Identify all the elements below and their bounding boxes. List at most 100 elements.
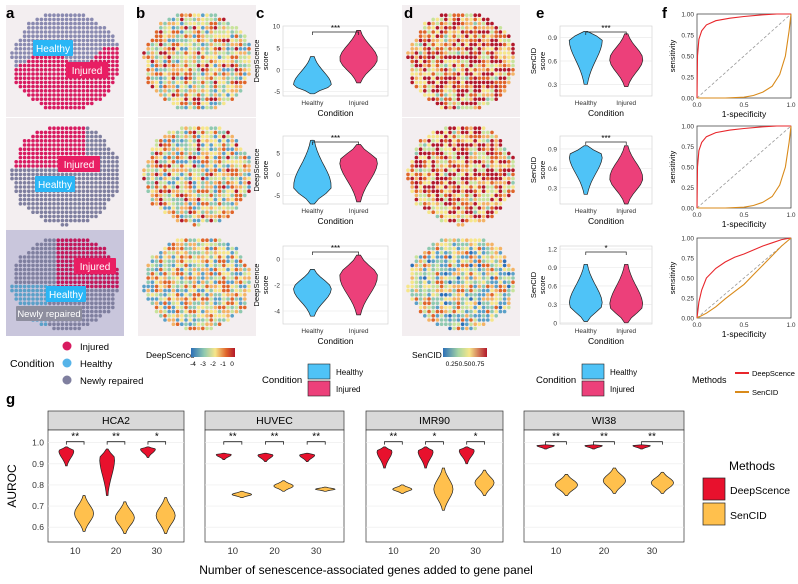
tissue-spot: [427, 210, 431, 214]
tissue-spot: [39, 26, 44, 30]
tissue-spot: [418, 280, 423, 285]
tissue-spot: [10, 288, 14, 293]
tissue-spot: [150, 301, 155, 306]
tissue-spot: [234, 151, 239, 156]
tissue-spot: [188, 93, 192, 97]
tissue-spot: [18, 47, 23, 51]
tissue-spot: [27, 293, 31, 297]
tissue-spot: [14, 51, 18, 55]
tissue-spot: [498, 59, 503, 64]
tissue-spot: [111, 63, 115, 68]
tissue-spot: [196, 55, 201, 59]
tissue-spot: [209, 101, 213, 106]
tissue-spot: [192, 172, 197, 177]
tissue-spot: [171, 185, 176, 189]
tissue-spot: [431, 38, 436, 43]
tissue-spot: [196, 93, 201, 97]
tissue-spot: [111, 193, 115, 198]
tissue-spot: [213, 151, 218, 156]
tissue-spot: [106, 47, 111, 51]
tissue-spot: [77, 181, 81, 185]
tissue-spot: [14, 176, 18, 181]
tissue-spot: [448, 84, 452, 89]
tissue-spot: [85, 139, 90, 143]
tissue-spot: [154, 51, 159, 55]
tissue-spot: [226, 68, 230, 72]
tissue-spot: [418, 301, 423, 306]
tissue-spot: [465, 293, 469, 297]
tissue-spot: [511, 168, 515, 172]
tissue-spot: [85, 101, 90, 106]
tissue-spot: [217, 130, 222, 135]
tissue-spot: [431, 34, 436, 38]
tissue-spot: [439, 246, 444, 251]
violin-sencid: [74, 495, 94, 532]
tissue-spot: [460, 280, 465, 285]
tissue-spot: [43, 34, 48, 38]
tissue-spot: [171, 147, 176, 151]
tissue-spot: [81, 246, 86, 251]
tissue-spot: [465, 76, 469, 80]
tissue-spot: [69, 322, 73, 327]
tissue-spot: [31, 280, 35, 285]
tissue-spot: [213, 172, 218, 177]
tissue-spot: [481, 259, 486, 264]
tissue-spot: [150, 276, 155, 280]
tissue-spot: [27, 280, 31, 285]
tissue-spot: [163, 251, 167, 255]
tissue-spot: [184, 139, 188, 143]
tissue-spot: [448, 143, 452, 147]
tissue-spot: [213, 218, 218, 223]
tissue-spot: [427, 134, 431, 139]
panel-letter-f: f: [662, 5, 668, 22]
tissue-spot: [73, 42, 77, 47]
tissue-spot: [431, 130, 436, 135]
tissue-spot: [439, 97, 444, 101]
tissue-spot: [154, 38, 159, 43]
tissue-spot: [111, 276, 115, 280]
tissue-spot: [490, 42, 494, 47]
tissue-spot: [167, 301, 171, 306]
tissue-spot: [465, 84, 469, 89]
x-axis-title: Condition: [588, 108, 624, 118]
tissue-spot: [175, 38, 180, 43]
tissue-spot: [444, 155, 448, 160]
tissue-spot: [171, 197, 176, 202]
tissue-spot: [56, 63, 60, 68]
tissue-spot: [217, 309, 222, 314]
tissue-spot: [473, 47, 478, 51]
tissue-spot: [498, 305, 503, 310]
tissue-spot: [22, 68, 27, 72]
tissue-spot: [192, 210, 197, 214]
tissue-spot: [444, 193, 448, 198]
tissue-spot: [439, 197, 444, 202]
tissue-spot: [52, 13, 56, 17]
tissue-spot: [56, 59, 60, 64]
tissue-spot: [247, 55, 251, 59]
tissue-spot: [427, 55, 431, 59]
tissue-spot: [163, 68, 167, 72]
tissue-spot: [171, 21, 176, 26]
tissue-spot: [171, 143, 176, 147]
tissue-spot: [43, 322, 48, 327]
tissue-spot: [106, 147, 111, 151]
violin-healthy: [568, 145, 603, 195]
tissue-spot: [452, 202, 457, 206]
tissue-spot: [159, 251, 163, 255]
tissue-spot: [180, 126, 184, 130]
tissue-spot: [418, 59, 423, 64]
tissue-spot: [64, 202, 69, 206]
tissue-spot: [146, 72, 150, 76]
tissue-spot: [217, 301, 222, 306]
tissue-spot: [213, 276, 218, 280]
tissue-spot: [73, 251, 77, 255]
tissue-spot: [456, 139, 461, 143]
tissue-spot: [410, 59, 415, 64]
tissue-spot: [94, 172, 98, 177]
diagonal-reference: [696, 237, 792, 319]
tissue-spot: [498, 293, 503, 297]
tissue-spot: [494, 147, 499, 151]
tissue-spot: [192, 51, 197, 55]
tissue-spot: [477, 318, 482, 322]
tissue-spot: [184, 272, 188, 276]
